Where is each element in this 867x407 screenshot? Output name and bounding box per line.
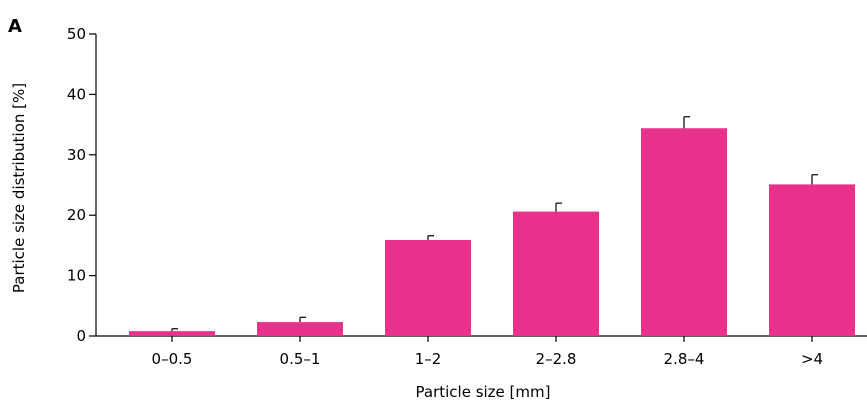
x-tick-label: 0.5–1	[280, 350, 321, 368]
y-tick-label: 10	[67, 267, 86, 285]
y-axis: 0 10 20 30 40 50	[67, 25, 97, 345]
error-bars	[171, 116, 818, 332]
x-tick-label: 1–2	[415, 350, 442, 368]
y-tick-label: 50	[67, 25, 86, 43]
x-tick-label: >4	[801, 350, 823, 368]
x-tick-label: 0–0.5	[152, 350, 193, 368]
y-tick-label: 0	[76, 327, 86, 345]
x-tick-label: 2–2.8	[536, 350, 577, 368]
y-tick-label: 40	[67, 85, 86, 103]
bar	[257, 322, 343, 336]
bar	[641, 128, 727, 336]
bar	[129, 331, 215, 336]
bar	[513, 211, 599, 336]
x-tick-label: 2.8–4	[664, 350, 705, 368]
bar	[769, 184, 855, 336]
x-axis-title: Particle size [mm]	[416, 383, 551, 401]
panel-label: A	[8, 16, 22, 37]
bars	[129, 128, 855, 336]
x-axis: 0–0.5 0.5–1 1–2 2–2.8 2.8–4 >4	[96, 335, 867, 368]
y-tick-label: 20	[67, 206, 86, 224]
y-tick-label: 30	[67, 146, 86, 164]
bar	[385, 239, 471, 336]
y-axis-title: Particle size distribution [%]	[10, 83, 28, 293]
